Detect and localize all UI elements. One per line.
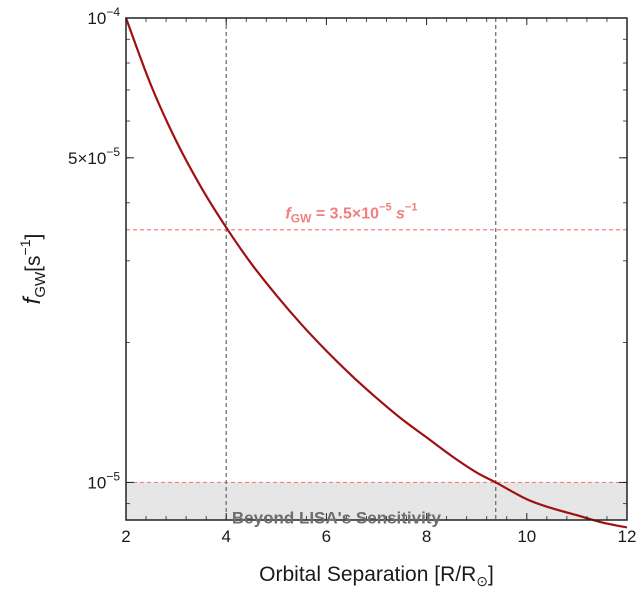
reference-line-label: fGW = 3.5×10−5 s−1 bbox=[285, 202, 417, 226]
y-axis-title-sub: GW bbox=[32, 271, 49, 298]
y-axis-title-close: ] bbox=[22, 234, 45, 240]
y-tick-label-2: 10−5 bbox=[87, 469, 120, 492]
shaded-region-label: Beyond LISA's Sensitivity bbox=[232, 508, 442, 527]
x-axis-title-close: ] bbox=[488, 563, 494, 586]
ref-label-f: f bbox=[285, 206, 292, 223]
x-tick-label-12: 12 bbox=[618, 527, 637, 546]
series-line-0 bbox=[124, 17, 628, 529]
x-tick-label-10: 10 bbox=[517, 527, 536, 546]
x-tick-label-6: 6 bbox=[322, 527, 331, 546]
y-tick-label-1: 5×10−5 bbox=[68, 145, 120, 168]
ref-label-exp: −5 bbox=[379, 202, 392, 214]
ref-label-eq: = 3.5×10 bbox=[311, 206, 379, 223]
ref-label-unit-exp: −1 bbox=[405, 202, 418, 214]
shaded-region bbox=[126, 482, 627, 520]
x-tick-label-8: 8 bbox=[422, 527, 431, 546]
ref-label-unit: s bbox=[392, 206, 405, 223]
y-axis-title-unit: [s bbox=[22, 255, 45, 271]
x-axis-title-main: Orbital Separation [R/R bbox=[259, 563, 476, 586]
ref-label-sub: GW bbox=[291, 212, 312, 226]
y-axis-title: fGW[s−1] bbox=[17, 234, 49, 305]
plot-frame bbox=[125, 17, 628, 521]
x-axis-title-sub: ⊙ bbox=[476, 573, 488, 589]
y-axis-title-exp: −1 bbox=[17, 239, 33, 255]
y-axis-title-f: f bbox=[19, 295, 46, 304]
x-tick-label-4: 4 bbox=[221, 527, 230, 546]
x-tick-label-2: 2 bbox=[121, 527, 130, 546]
x-axis-title: Orbital Separation [R/R⊙] bbox=[259, 563, 494, 589]
y-tick-label-0: 10−4 bbox=[87, 5, 120, 28]
